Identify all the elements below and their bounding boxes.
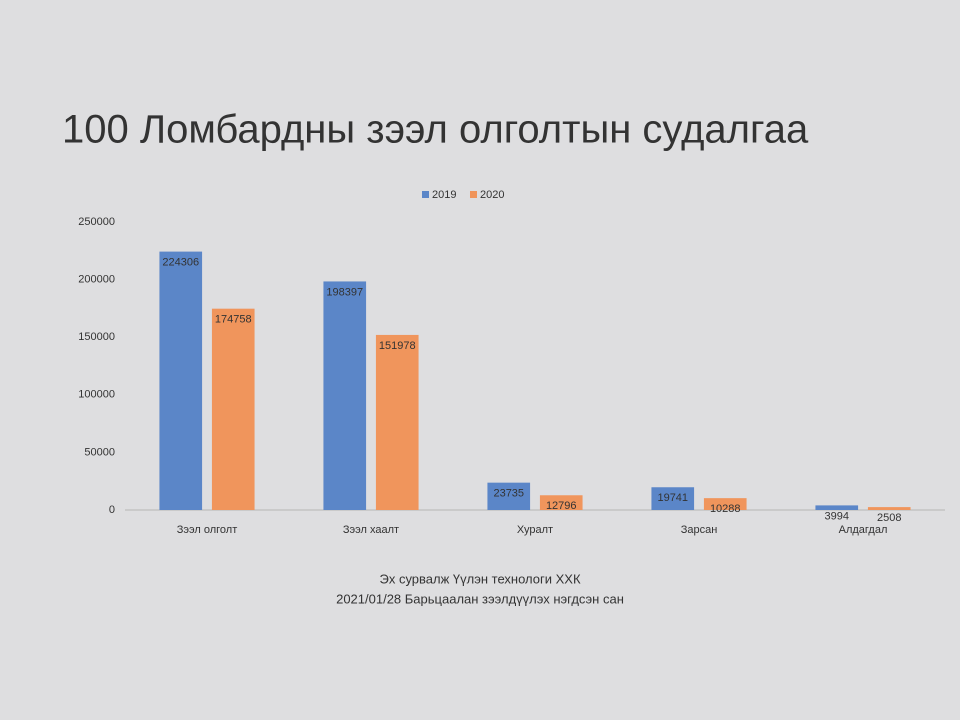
- chart-title: 100 Ломбардны зээл олголтын судалгаа: [62, 108, 809, 152]
- data-label: 198397: [326, 286, 363, 298]
- bar: [375, 334, 419, 510]
- y-tick-label: 250000: [78, 216, 115, 228]
- source-note: 2021/01/28 Барьцаалан зээлдүүлэх нэгдсэн…: [336, 591, 624, 606]
- data-label: 19741: [657, 492, 688, 504]
- y-tick-label: 150000: [78, 331, 115, 343]
- data-label: 224306: [162, 257, 199, 269]
- y-tick-label: 200000: [78, 274, 115, 286]
- bar: [539, 495, 583, 510]
- bar: [703, 498, 747, 510]
- x-tick-label: Зарсан: [681, 524, 718, 536]
- data-label: 174758: [215, 314, 252, 326]
- bar: [867, 507, 911, 510]
- data-label: 151978: [379, 340, 416, 352]
- source-note: Эх сурвалж Үүлэн технологи ХХК: [379, 571, 580, 586]
- y-tick-label: 100000: [78, 389, 115, 401]
- x-tick-label: Хуралт: [517, 524, 553, 536]
- x-tick-label: Алдагдал: [839, 524, 888, 536]
- bar: [487, 482, 531, 510]
- legend-label: 2020: [480, 189, 504, 201]
- data-label: 12796: [546, 500, 577, 512]
- bar: [323, 281, 367, 510]
- x-tick-label: Зээл хаалт: [343, 524, 399, 536]
- y-tick-label: 50000: [84, 446, 115, 458]
- bar: [815, 505, 859, 510]
- bar: [651, 487, 695, 510]
- legend-swatch: [422, 191, 429, 198]
- data-label: 3994: [825, 510, 849, 522]
- data-label: 10288: [710, 503, 741, 515]
- bar: [211, 308, 255, 510]
- bar: [159, 251, 203, 510]
- x-tick-label: Зээл олголт: [177, 524, 238, 536]
- legend-swatch: [470, 191, 477, 198]
- y-tick-label: 0: [109, 504, 115, 516]
- legend-label: 2019: [432, 189, 456, 201]
- data-label: 23735: [493, 488, 524, 500]
- data-label: 2508: [877, 512, 901, 524]
